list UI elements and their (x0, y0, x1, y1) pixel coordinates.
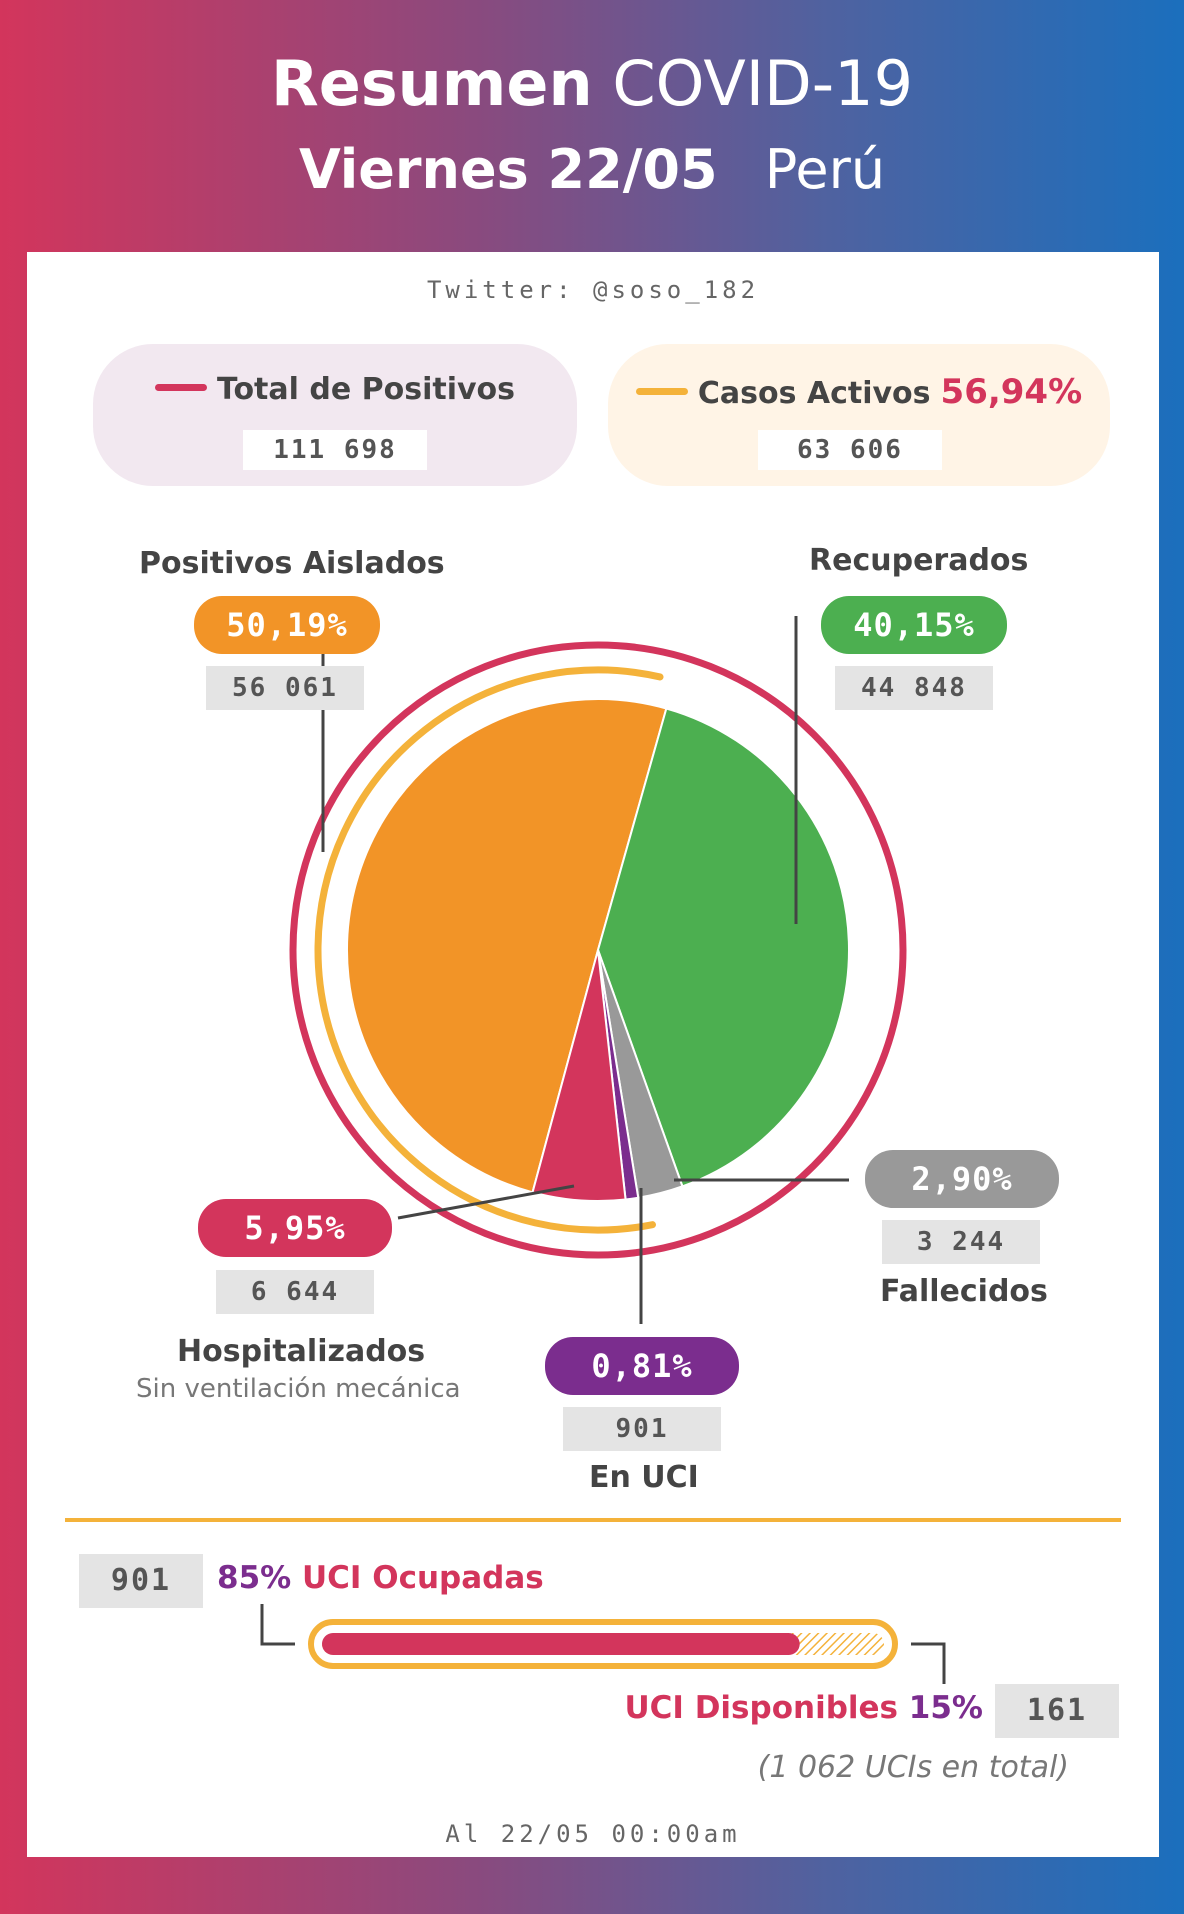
pie-slice-recuperados (596, 707, 850, 1188)
title-bold: Resumen (270, 47, 593, 120)
uci-available-bracket (911, 1642, 946, 1684)
value-recuperados: 44 848 (835, 666, 993, 710)
uci-bar-occupied (322, 1633, 800, 1655)
uci-progress-bar (260, 1604, 946, 1684)
total-positivos-ring (289, 641, 907, 1259)
page-title: Resumen COVID-19 (0, 40, 1184, 128)
date-label: Viernes 22/05 (298, 138, 718, 201)
twitter-handle: Twitter: @soso_182 (426, 276, 760, 304)
total-positivos-title: Total de Positivos (93, 372, 577, 407)
badge-fallecidos: 2,90% (865, 1150, 1059, 1208)
total-positivos-panel: Total de Positivos 111 698 (93, 344, 577, 486)
legend-dash-yellow (635, 388, 688, 395)
value-positivos-aislados: 56 061 (206, 666, 364, 710)
uci-available-value: 161 (995, 1684, 1119, 1738)
summary-card: Twitter: @soso_182 Total de Positivos 11… (27, 252, 1159, 1857)
casos-activos-value: 63 606 (758, 430, 942, 470)
casos-activos-label: Casos Activos (697, 376, 931, 411)
uci-occupied-percent: 85% (217, 1560, 292, 1596)
country-label: Perú (764, 138, 886, 201)
label-recuperados: Recuperados (809, 543, 1029, 578)
uci-occupied-value: 901 (79, 1554, 203, 1608)
pie-chart (289, 616, 907, 1324)
pie-slice-positivos-aislados (345, 698, 668, 1194)
title-light: COVID-19 (612, 47, 914, 120)
value-fallecidos: 3 244 (882, 1220, 1040, 1264)
uci-occupied-bracket (260, 1604, 295, 1646)
legend-dash-red (154, 384, 207, 391)
header: Resumen COVID-19 Viernes 22/05 Perú (0, 40, 1184, 212)
value-en-uci: 901 (563, 1407, 721, 1451)
uci-total-note: (1 062 UCIs en total) (757, 1750, 1069, 1785)
badge-hospitalizados: 5,95% (198, 1199, 392, 1257)
label-hospitalizados: Hospitalizados (177, 1334, 426, 1369)
badge-recuperados: 40,15% (821, 596, 1007, 654)
total-positivos-label: Total de Positivos (216, 372, 516, 407)
uci-occupied-label-group: 85% UCI Ocupadas (217, 1560, 544, 1596)
uci-available-label: UCI Disponibles (624, 1690, 898, 1726)
total-positivos-value: 111 698 (243, 430, 427, 470)
section-divider (65, 1518, 1121, 1522)
badge-positivos-aislados: 50,19% (194, 596, 380, 654)
uci-occupied-label: UCI Ocupadas (302, 1560, 544, 1596)
badge-en-uci: 0,81% (545, 1337, 739, 1395)
label-en-uci: En UCI (589, 1460, 699, 1495)
uci-available-label-group: UCI Disponibles 15% (624, 1690, 983, 1726)
page-subtitle: Viernes 22/05 Perú (0, 128, 1184, 212)
value-hospitalizados: 6 644 (216, 1270, 374, 1314)
casos-activos-arc (314, 666, 664, 1234)
sublabel-hospitalizados: Sin ventilación mecánica (136, 1374, 461, 1404)
leader-hospitalizados (397, 1184, 575, 1220)
timestamp-footer: Al 22/05 00:00am (445, 1820, 741, 1848)
uci-available-percent: 15% (908, 1690, 983, 1726)
label-fallecidos: Fallecidos (880, 1274, 1048, 1309)
casos-activos-percent: 56,94% (940, 372, 1083, 412)
casos-activos-panel: Casos Activos 56,94% 63 606 (608, 344, 1110, 486)
casos-activos-title: Casos Activos 56,94% (608, 372, 1110, 412)
label-positivos-aislados: Positivos Aislados (139, 546, 445, 581)
